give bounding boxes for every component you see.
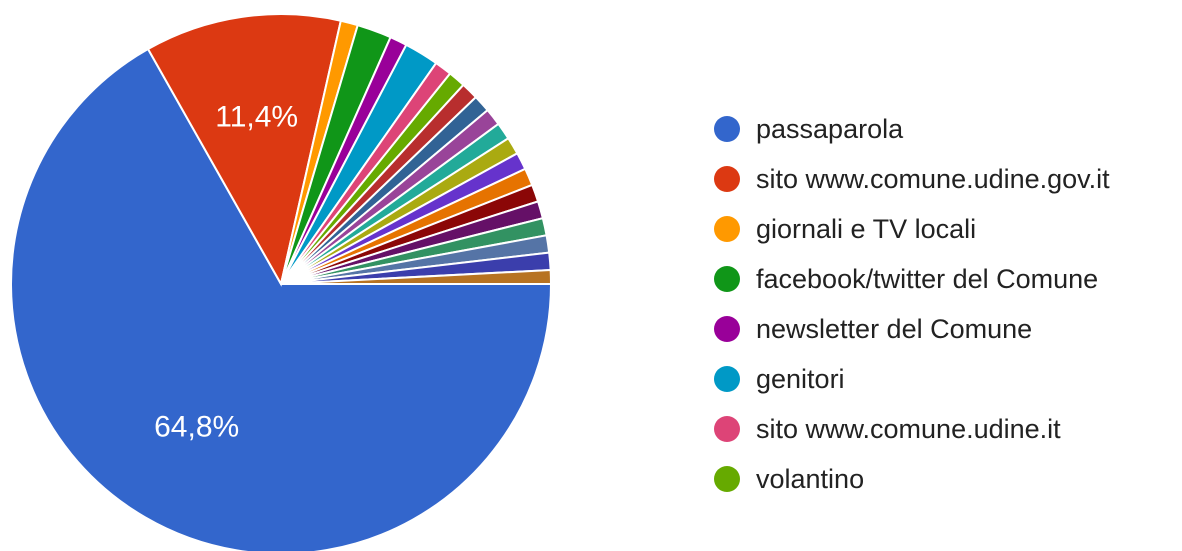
legend-color-dot <box>714 466 740 492</box>
legend-color-dot <box>714 166 740 192</box>
legend-label: passaparola <box>756 113 904 144</box>
legend-label: facebook/twitter del Comune <box>756 263 1099 294</box>
legend-item: sito www.comune.udine.it <box>714 404 1110 454</box>
legend-label: volantino <box>756 463 865 494</box>
legend-color-dot <box>714 216 740 242</box>
legend-item: volantino <box>714 454 1110 504</box>
pie-slice-sito-www-comune-udine-gov-it <box>146 13 343 287</box>
slice-data-label: 64,8% <box>154 411 239 444</box>
legend-color-dot <box>714 416 740 442</box>
legend-label: sito www.comune.udine.gov.it <box>756 163 1110 194</box>
legend-label: giornali e TV locali <box>756 213 977 244</box>
legend-color-dot <box>714 116 740 142</box>
pie-slice-passaparola <box>10 47 553 551</box>
pie-chart: 64,8% 11,4% <box>10 13 553 551</box>
legend-item: giornali e TV locali <box>714 204 1110 254</box>
legend-item: sito www.comune.udine.gov.it <box>714 154 1110 204</box>
legend-label: sito www.comune.udine.it <box>756 413 1061 444</box>
legend-label: genitori <box>756 363 845 394</box>
legend-item: newsletter del Comune <box>714 304 1110 354</box>
legend: passaparola sito www.comune.udine.gov.it g… <box>714 104 1110 504</box>
pie-slice-20 <box>280 268 553 285</box>
legend-item: genitori <box>714 354 1110 404</box>
legend-item: facebook/twitter del Comune <box>714 254 1110 304</box>
legend-color-dot <box>714 316 740 342</box>
slice-data-label: 11,4% <box>215 100 298 133</box>
legend-label: newsletter del Comune <box>756 313 1033 344</box>
legend-color-dot <box>714 266 740 292</box>
legend-color-dot <box>714 366 740 392</box>
legend-item: passaparola <box>714 104 1110 154</box>
